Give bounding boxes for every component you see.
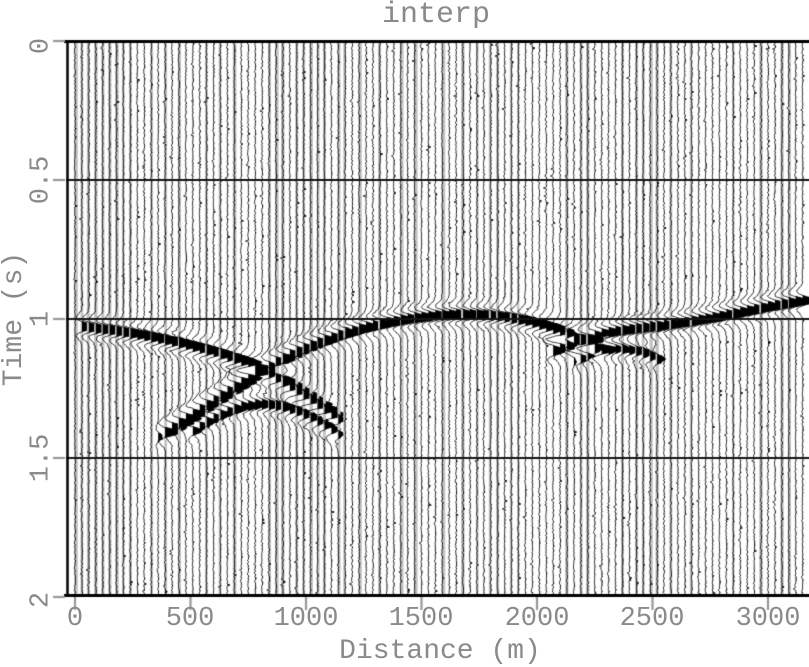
x-tick-label: 1000: [273, 604, 339, 634]
x-tick-label: 500: [165, 604, 215, 634]
y-tick-label: 1.5: [26, 433, 57, 483]
y-tick-label: 2: [26, 591, 57, 609]
plot-title: interp: [381, 0, 491, 32]
x-tick-label: 2000: [504, 604, 570, 634]
y-axis-label: Time (s): [0, 251, 30, 387]
y-tick-label: 0: [26, 37, 57, 55]
x-tick-label: 0: [66, 604, 84, 634]
y-tick-label: 0.5: [26, 155, 57, 205]
x-axis-label: Distance (m): [339, 636, 541, 667]
x-tick-label: 2500: [619, 604, 685, 634]
x-tick-label: 1500: [388, 604, 454, 634]
x-tick-label: 3000: [735, 604, 801, 634]
y-tick-label: 1: [26, 310, 57, 328]
